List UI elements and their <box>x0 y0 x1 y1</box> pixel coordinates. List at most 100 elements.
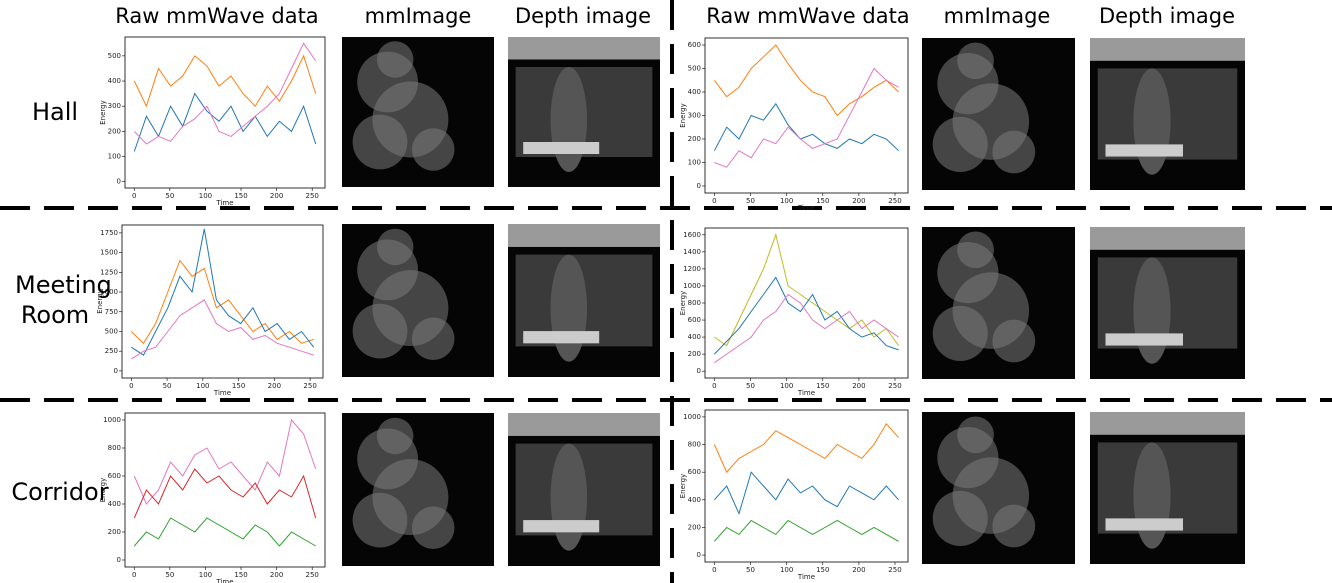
series-line <box>133 42 317 145</box>
mm-image <box>922 38 1075 190</box>
y-tick-label: 500 <box>688 65 701 73</box>
person <box>1133 442 1171 549</box>
x-tick-label: 250 <box>303 382 316 390</box>
y-tick-label: 0 <box>697 367 701 375</box>
plot-frame <box>704 37 909 194</box>
y-tick-label: 200 <box>108 528 121 536</box>
series-line <box>133 468 317 519</box>
series-line <box>130 259 314 345</box>
blob <box>957 231 994 269</box>
x-tick-label: 100 <box>780 566 793 574</box>
line-chart: 0 200 400 600 800 1000 1200 1400 1600 0 50 100 150 20… <box>679 227 909 397</box>
x-tick-label: 0 <box>712 382 716 390</box>
wall <box>508 37 660 60</box>
y-axis-label: Energy <box>679 291 687 316</box>
y-tick-label: 250 <box>105 347 118 355</box>
x-tick-label: 0 <box>712 566 716 574</box>
series-line <box>714 471 899 516</box>
y-tick-label: 400 <box>688 496 701 504</box>
x-tick-label: 250 <box>888 382 901 390</box>
series-line <box>133 54 317 108</box>
x-tick-label: 50 <box>746 382 755 390</box>
x-tick-label: 200 <box>852 197 865 205</box>
y-tick-label: 200 <box>688 350 701 358</box>
x-tick-label: 50 <box>165 192 174 200</box>
row-label: Meeting Room <box>15 271 112 329</box>
depth-image <box>508 37 660 187</box>
series-line <box>131 299 314 360</box>
x-tick-label: 0 <box>132 571 136 579</box>
x-tick-label: 50 <box>163 382 172 390</box>
y-tick-label: 600 <box>688 41 701 49</box>
series-line <box>131 228 315 356</box>
y-tick-label: 1000 <box>683 282 701 290</box>
floor <box>523 331 600 344</box>
wall <box>508 413 660 436</box>
x-tick-label: 0 <box>132 192 136 200</box>
plot-frame <box>121 224 324 379</box>
y-tick-label: 300 <box>688 112 701 120</box>
depth-image <box>508 224 660 377</box>
floor <box>523 142 600 154</box>
plot-frame <box>704 409 909 563</box>
x-axis-label: Time <box>797 204 815 212</box>
x-tick-label: 150 <box>816 382 829 390</box>
y-tick-label: 1750 <box>100 229 118 237</box>
floor <box>523 520 600 533</box>
blob <box>376 417 414 455</box>
mm-image <box>342 413 494 566</box>
blob <box>352 114 408 170</box>
line-chart: 0 200 400 600 800 1000 0 50 100 150 200 250 Time Ener… <box>99 412 326 583</box>
wall <box>1090 38 1245 61</box>
floor <box>1105 144 1183 157</box>
row-label: Hall <box>31 98 79 126</box>
plot-frame <box>124 412 326 568</box>
plot-frame <box>124 36 326 189</box>
x-tick-label: 200 <box>852 566 865 574</box>
person <box>550 254 588 362</box>
x-tick-label: 100 <box>196 382 209 390</box>
y-tick-label: 500 <box>108 52 121 60</box>
blob <box>411 506 455 550</box>
series-line <box>714 519 899 542</box>
mm-image <box>342 37 494 187</box>
x-axis-label: Time <box>215 578 233 583</box>
y-tick-label: 400 <box>108 77 121 85</box>
y-tick-label: 200 <box>688 135 701 143</box>
series-line <box>714 44 899 117</box>
x-axis-label: Time <box>797 573 815 581</box>
x-tick-label: 200 <box>852 382 865 390</box>
column-header: Raw mmWave data <box>115 4 319 28</box>
x-axis-label: Time <box>215 199 233 207</box>
series-line <box>133 517 316 547</box>
y-axis-label: Energy <box>679 103 687 128</box>
blob <box>376 41 414 78</box>
y-tick-label: 800 <box>108 444 121 452</box>
floor <box>1105 518 1183 531</box>
mm-image <box>342 224 494 377</box>
y-tick-label: 0 <box>697 551 701 559</box>
y-axis-label: Energy <box>679 474 687 499</box>
row-label: Corridor <box>11 478 109 506</box>
x-tick-label: 250 <box>888 197 901 205</box>
x-tick-label: 0 <box>129 382 133 390</box>
x-tick-label: 250 <box>888 566 901 574</box>
x-tick-label: 150 <box>234 571 247 579</box>
x-tick-label: 0 <box>712 197 716 205</box>
x-tick-label: 150 <box>232 382 245 390</box>
y-tick-label: 600 <box>108 472 121 480</box>
y-tick-label: 0 <box>114 367 118 375</box>
mm-image <box>922 412 1075 564</box>
x-tick-label: 100 <box>199 571 212 579</box>
person <box>1133 257 1171 364</box>
depth-image <box>1090 412 1245 564</box>
line-chart: 0 250 500 750 1000 1250 1500 1750 0 50 100 150 200 25… <box>96 224 324 397</box>
y-tick-label: 1400 <box>683 248 701 256</box>
y-tick-label: 400 <box>108 500 121 508</box>
y-tick-label: 1250 <box>100 268 118 276</box>
y-tick-label: 1500 <box>100 249 118 257</box>
y-tick-label: 800 <box>688 441 701 449</box>
y-tick-label: 750 <box>105 308 118 316</box>
